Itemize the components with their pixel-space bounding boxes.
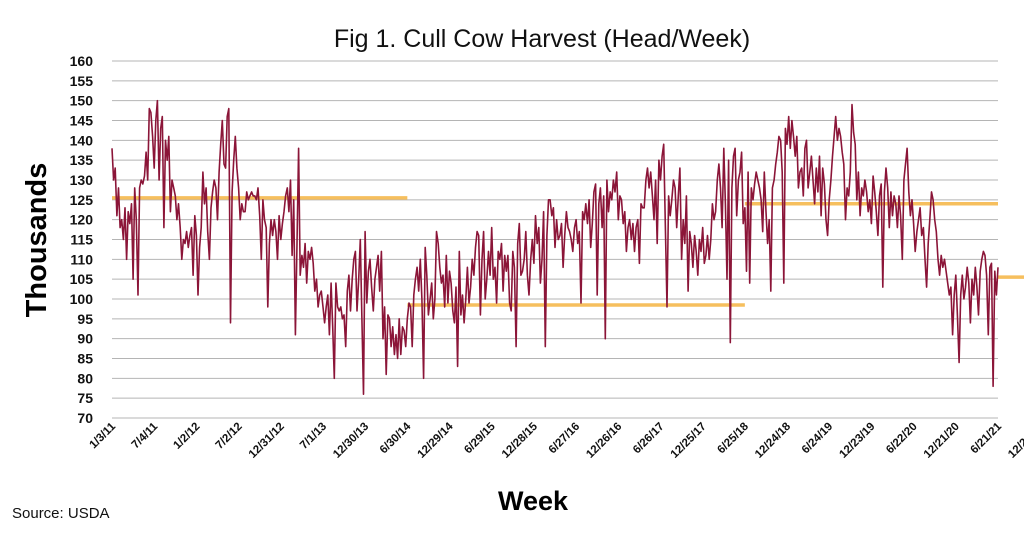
- series-line-group: [111, 99, 999, 396]
- x-tick-label: 6/30/14: [378, 420, 414, 456]
- x-axis-label: Week: [498, 486, 569, 516]
- y-tick-label: 75: [77, 390, 93, 406]
- x-tick-label: 6/27/16: [547, 421, 583, 457]
- x-tick-label: 12/31/12: [247, 421, 287, 461]
- y-tick-label: 120: [70, 212, 94, 228]
- x-tick-label: 12/20/21: [1006, 420, 1024, 461]
- x-tick-label: 12/29/14: [415, 420, 456, 461]
- x-tick-label: 6/25/18: [715, 420, 751, 456]
- y-tick-label: 160: [70, 53, 94, 69]
- y-axis-label: Thousands: [21, 163, 53, 318]
- x-tick-label: 12/26/16: [584, 421, 624, 461]
- x-tick-label: 12/25/17: [669, 421, 709, 461]
- x-axis-ticks: 1/3/11 7/4/11 1/2/12 7/2/12 12/31/12 7/1/13 12…: [87, 420, 1024, 461]
- y-tick-label: 85: [77, 351, 93, 367]
- y-tick-label: 130: [70, 172, 94, 188]
- y-tick-label: 115: [70, 232, 93, 248]
- series-line: [111, 99, 999, 396]
- y-tick-label: 145: [70, 113, 94, 129]
- y-tick-label: 125: [70, 192, 94, 208]
- x-tick-label: 6/22/20: [884, 421, 920, 457]
- x-tick-label: 7/4/11: [130, 420, 161, 451]
- y-tick-label: 155: [70, 73, 94, 89]
- x-tick-label: 7/2/12: [214, 421, 245, 452]
- x-tick-label: 6/29/15: [462, 420, 498, 456]
- x-tick-label: 12/24/18: [753, 420, 794, 461]
- y-tick-label: 100: [70, 291, 94, 307]
- y-tick-label: 135: [70, 152, 94, 168]
- x-tick-label: 6/24/19: [800, 421, 836, 457]
- x-tick-label: 12/30/13: [331, 421, 371, 461]
- y-tick-label: 80: [77, 370, 93, 386]
- y-axis-ticks: 70 75 80 85 90 95 100 105 110 115 120 125 130 135 140 1…: [70, 53, 94, 426]
- x-tick-label: 12/23/19: [837, 421, 877, 461]
- chart-title: Fig 1. Cull Cow Harvest (Head/Week): [334, 25, 750, 53]
- y-tick-label: 105: [70, 271, 94, 287]
- y-tick-label: 70: [77, 410, 93, 426]
- y-tick-label: 110: [70, 251, 93, 267]
- x-tick-label: 6/26/17: [631, 421, 667, 457]
- y-tick-label: 95: [77, 311, 93, 327]
- y-tick-label: 90: [77, 331, 93, 347]
- x-tick-label: 7/1/13: [298, 421, 329, 452]
- x-tick-label: 6/21/21: [969, 420, 1005, 456]
- y-tick-label: 140: [70, 132, 94, 148]
- y-tick-label: 150: [70, 93, 94, 109]
- x-tick-label: 12/28/15: [500, 420, 541, 461]
- source-note: Source: USDA: [12, 505, 110, 522]
- x-tick-label: 1/2/12: [171, 421, 202, 452]
- average-lines: [112, 196, 1024, 307]
- x-tick-label: 12/21/20: [922, 421, 962, 461]
